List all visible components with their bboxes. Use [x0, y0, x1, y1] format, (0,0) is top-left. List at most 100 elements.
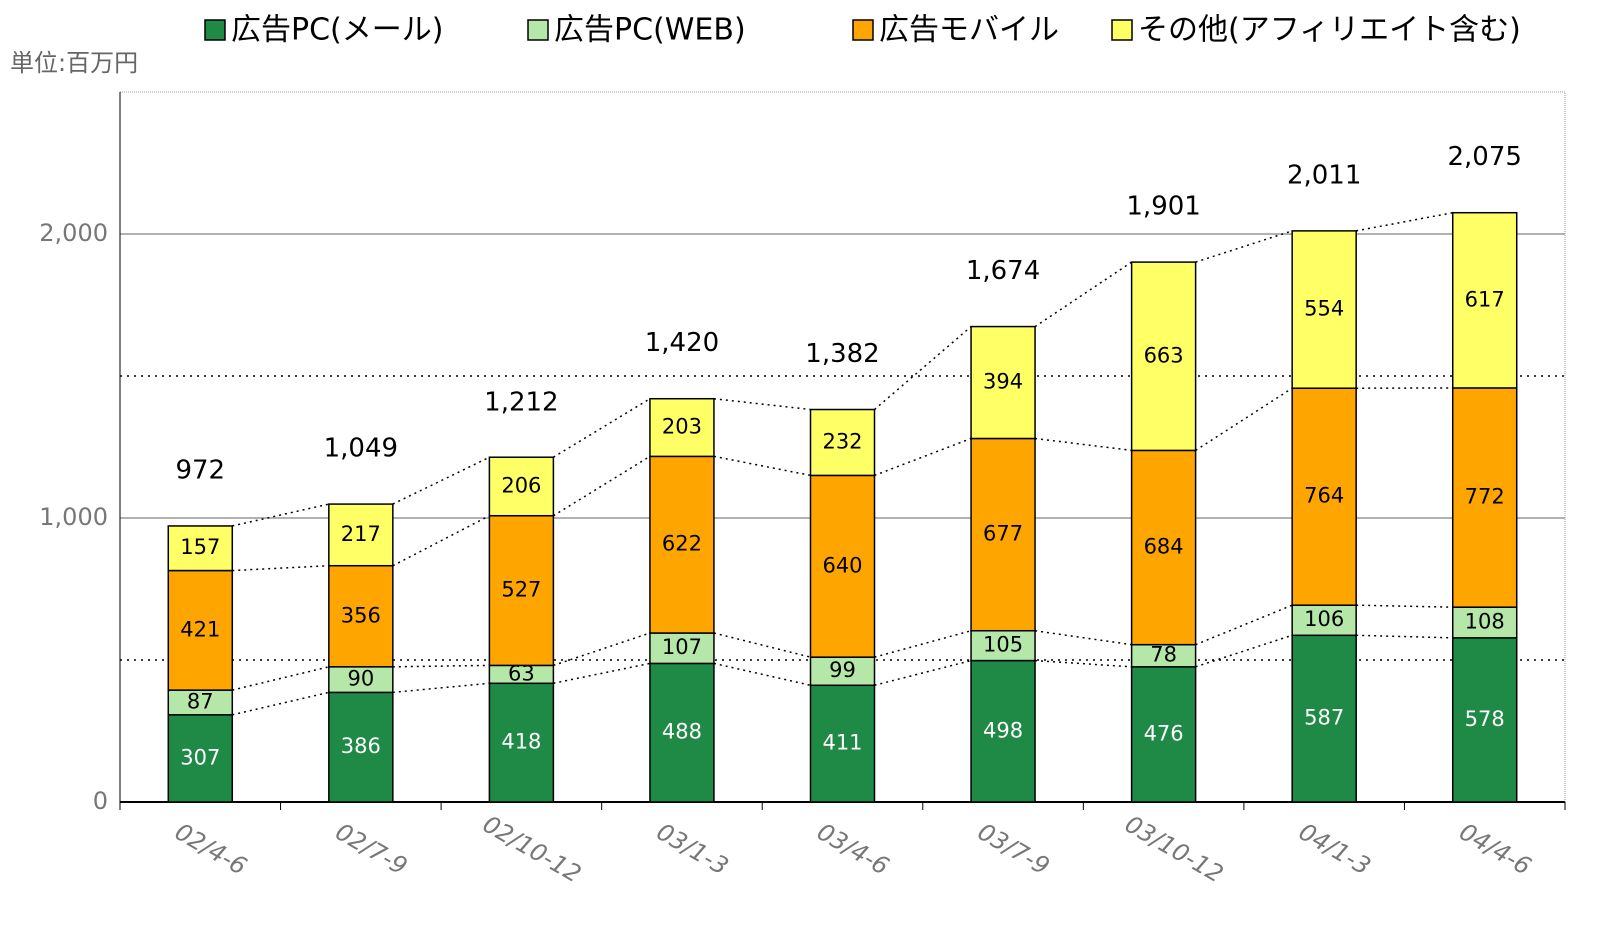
- data-label: 356: [341, 603, 381, 627]
- connector-line: [874, 659, 972, 687]
- bar-segment: [970, 659, 1036, 803]
- bar-segment: [328, 503, 394, 567]
- connector-line: [232, 691, 330, 716]
- connector-line: [392, 456, 490, 505]
- y-tick-label: 0: [93, 787, 108, 815]
- bar-segment: [1451, 606, 1518, 639]
- connector-line: [713, 662, 811, 687]
- connector-line: [1195, 230, 1293, 263]
- bar-segment: [1130, 261, 1197, 452]
- bar-segment: [970, 629, 1036, 662]
- total-label: 1,420: [645, 328, 719, 358]
- bar-segment: [970, 437, 1036, 632]
- y-tick-label: 2,000: [39, 219, 108, 247]
- connector-line: [232, 666, 330, 691]
- bar-segment: [1130, 449, 1197, 646]
- data-label: 90: [347, 667, 374, 691]
- connector-line: [713, 397, 811, 411]
- connector-line: [874, 630, 972, 658]
- connector-line: [232, 503, 329, 527]
- bar-segment: [328, 564, 394, 668]
- bar-segment: [1291, 387, 1357, 606]
- data-label: 663: [1144, 343, 1184, 367]
- bar-segment: [649, 397, 715, 458]
- bar-segment: [970, 325, 1036, 440]
- data-label: 78: [1150, 643, 1177, 667]
- total-label: 1,382: [805, 339, 879, 369]
- unit-label: 単位:百万円: [10, 49, 138, 77]
- connector-line: [1195, 387, 1293, 452]
- bar-segment: [649, 455, 715, 634]
- connector-line: [553, 632, 651, 667]
- data-label: 617: [1465, 287, 1505, 311]
- data-label: 684: [1144, 535, 1184, 559]
- data-label: 640: [822, 553, 862, 577]
- connector-line: [713, 632, 811, 658]
- x-tick-label: 03/7-9: [973, 818, 1054, 881]
- total-label: 1,901: [1126, 192, 1200, 222]
- total-label: 2,075: [1448, 142, 1522, 172]
- x-tick-label: 02/4-6: [170, 818, 251, 881]
- legend-label: 広告PC(WEB): [554, 13, 746, 48]
- connector-line: [553, 398, 651, 458]
- data-label: 498: [983, 718, 1023, 742]
- data-label: 772: [1465, 485, 1505, 509]
- data-label: 107: [662, 635, 702, 659]
- legend-swatch: [204, 19, 226, 41]
- x-tick-label: 04/1-3: [1294, 818, 1375, 881]
- data-label: 106: [1304, 607, 1344, 631]
- connector-line: [1356, 634, 1453, 639]
- data-label: 764: [1304, 484, 1344, 508]
- data-label: 87: [187, 689, 214, 713]
- legend-swatch: [852, 19, 874, 41]
- bar-segment: [328, 666, 394, 694]
- total-label: 1,674: [966, 256, 1040, 286]
- total-label: 972: [175, 455, 225, 485]
- bar-segment: [649, 632, 715, 665]
- bar-segment: [328, 691, 394, 803]
- connector-line: [874, 326, 972, 411]
- legend-label: 広告モバイル: [879, 13, 1059, 48]
- bar-segment: [1130, 666, 1197, 803]
- data-label: 411: [822, 731, 862, 755]
- data-label: 554: [1304, 297, 1344, 321]
- x-tick-label: 04/4-6: [1455, 818, 1536, 881]
- legend-label: その他(アフィリエイト含む): [1138, 13, 1521, 48]
- connector-line: [552, 455, 651, 517]
- connector-line: [1195, 604, 1293, 646]
- legend-label: 広告PC(メール): [231, 13, 443, 48]
- connector-line: [1034, 630, 1132, 646]
- x-tick-label: 02/10-12: [478, 810, 586, 888]
- x-tick-label: 02/7-9: [331, 818, 412, 881]
- data-label: 386: [341, 734, 381, 758]
- bar-segment: [649, 662, 715, 803]
- connector-line: [1035, 659, 1132, 668]
- bar-segment: [1451, 387, 1518, 608]
- y-tick-label: 1,000: [39, 503, 108, 531]
- total-label: 1,212: [484, 387, 558, 417]
- data-label: 157: [180, 535, 220, 559]
- x-tick-label: 03/4-6: [812, 818, 893, 881]
- data-label: 488: [662, 720, 702, 744]
- connector-line: [1034, 437, 1132, 452]
- data-label: 217: [341, 522, 381, 546]
- connector-line: [713, 455, 811, 477]
- connector-line: [1356, 211, 1453, 232]
- bar-segment: [1451, 211, 1518, 389]
- bar-segment: [809, 474, 876, 658]
- data-label: 394: [983, 370, 1023, 394]
- bar-segment: [488, 456, 555, 517]
- total-label: 1,049: [324, 434, 398, 464]
- bar-segment: [809, 684, 876, 803]
- connector-line: [553, 662, 651, 685]
- legend-swatch: [527, 19, 549, 41]
- data-label: 578: [1465, 707, 1505, 731]
- data-label: 527: [501, 578, 541, 602]
- connector-line: [392, 664, 490, 668]
- connector-line: [1195, 634, 1293, 668]
- data-label: 677: [983, 522, 1023, 546]
- bar-segment: [167, 525, 234, 572]
- bar-segment: [1291, 230, 1357, 389]
- data-label: 622: [662, 532, 702, 556]
